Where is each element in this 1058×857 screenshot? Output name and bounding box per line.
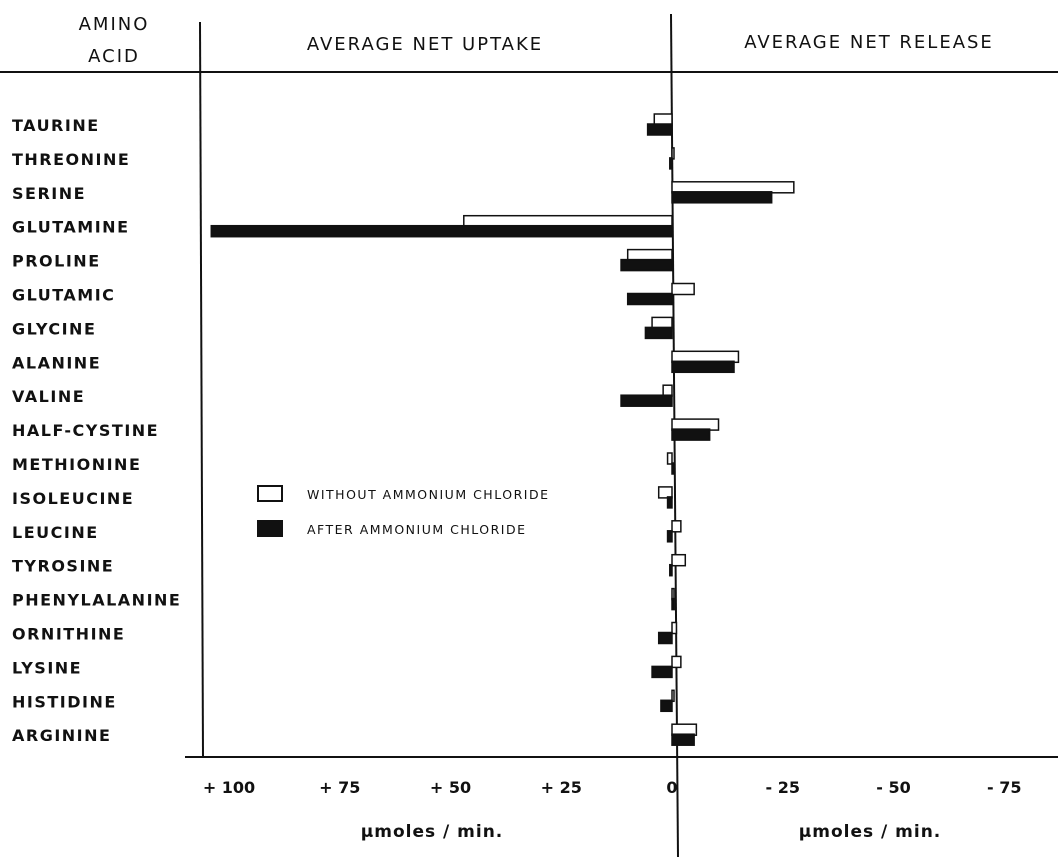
header-uptake: AVERAGE NET UPTAKE: [307, 34, 543, 55]
bar-after-ammonium-chloride: [628, 294, 672, 305]
bar-after-ammonium-chloride: [661, 700, 672, 711]
bar-after-ammonium-chloride: [672, 734, 694, 745]
bar-after-ammonium-chloride: [652, 666, 672, 677]
xlabel-release: µmoles / min.: [799, 822, 942, 842]
bar-after-ammonium-chloride: [668, 497, 672, 508]
category-label: GLUTAMINE: [12, 218, 130, 237]
bar-after-ammonium-chloride: [670, 158, 672, 169]
x-tick-label: + 25: [541, 778, 582, 797]
category-labels: TAURINE THREONINE SERINE GLUTAMINE PROLINE GL…: [12, 116, 181, 745]
x-tick-label: + 100: [203, 778, 255, 797]
header-acid: ACID: [88, 46, 140, 67]
category-label: ISOLEUCINE: [12, 489, 134, 508]
header-release: AVERAGE NET RELEASE: [744, 32, 994, 53]
category-label: VALINE: [12, 387, 85, 406]
header-amino: AMINO: [79, 14, 150, 35]
category-label: HISTIDINE: [12, 692, 117, 711]
category-label: PHENYLALANINE: [12, 591, 181, 610]
bar-after-ammonium-chloride: [670, 565, 672, 576]
bar-after-ammonium-chloride: [211, 226, 672, 237]
legend: WITHOUT AMMONIUM CHLORIDE AFTER AMMONIUM…: [258, 486, 549, 537]
x-tick-label: + 50: [430, 778, 471, 797]
bar-after-ammonium-chloride: [672, 361, 734, 372]
bar-without-ammonium-chloride: [672, 555, 685, 566]
x-tick-label: + 75: [319, 778, 360, 797]
bar-without-ammonium-chloride: [672, 284, 694, 295]
legend-label-without: WITHOUT AMMONIUM CHLORIDE: [307, 487, 549, 502]
legend-swatch-after: [258, 521, 282, 536]
category-label: TAURINE: [12, 116, 100, 135]
category-label: GLUTAMIC: [12, 286, 115, 305]
x-tick-label: - 75: [987, 778, 1021, 797]
x-tick-label: 0: [666, 778, 677, 797]
category-label: HALF-CYSTINE: [12, 421, 159, 440]
x-tick-labels: + 100 + 75 + 50 + 25 0 - 25 - 50 - 75: [203, 778, 1022, 797]
bar-after-ammonium-chloride: [645, 327, 672, 338]
category-label: ARGININE: [12, 726, 111, 745]
legend-label-after: AFTER AMMONIUM CHLORIDE: [307, 522, 527, 537]
bar-after-ammonium-chloride: [648, 124, 672, 135]
category-label: TYROSINE: [12, 557, 114, 576]
bar-after-ammonium-chloride: [672, 192, 772, 203]
left-boundary-line: [200, 22, 203, 757]
x-tick-label: - 25: [766, 778, 800, 797]
bar-after-ammonium-chloride: [672, 429, 710, 440]
category-label: ALANINE: [12, 353, 101, 372]
legend-swatch-without: [258, 486, 282, 501]
category-label: LYSINE: [12, 658, 82, 677]
category-label: METHIONINE: [12, 455, 141, 474]
category-label: PROLINE: [12, 252, 101, 271]
category-label: GLYCINE: [12, 319, 96, 338]
category-label: LEUCINE: [12, 523, 99, 542]
bar-after-ammonium-chloride: [672, 463, 674, 474]
bars: [211, 114, 794, 745]
bar-after-ammonium-chloride: [621, 395, 672, 406]
bar-without-ammonium-chloride: [672, 521, 681, 532]
bar-after-ammonium-chloride: [621, 260, 672, 271]
category-label: SERINE: [12, 184, 86, 203]
xlabel-uptake: µmoles / min.: [361, 822, 504, 842]
category-label: THREONINE: [12, 150, 130, 169]
bar-after-ammonium-chloride: [668, 531, 672, 542]
bar-after-ammonium-chloride: [659, 633, 672, 644]
x-tick-label: - 50: [876, 778, 910, 797]
bar-without-ammonium-chloride: [672, 656, 681, 667]
category-label: ORNITHINE: [12, 625, 125, 644]
bar-after-ammonium-chloride: [672, 599, 674, 610]
